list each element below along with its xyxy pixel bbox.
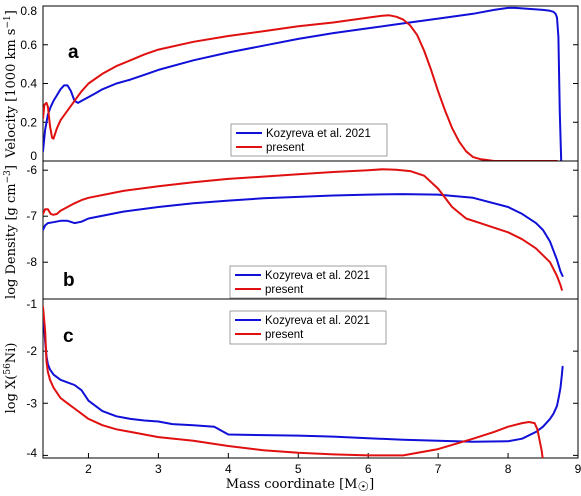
- yticks-c: -4 -3 -2 -1: [26, 297, 578, 460]
- series-present-line: [43, 305, 544, 458]
- xtick-label: 8: [505, 462, 512, 476]
- legend-text-kozyreva-a: Kozyreva et al. 2021: [266, 128, 371, 140]
- ytick-label: 0: [30, 149, 37, 163]
- legend-a: Kozyreva et al. 2021 present: [230, 123, 388, 157]
- xtick-label: 9: [575, 462, 581, 476]
- xtick-label: 6: [365, 462, 372, 476]
- panel-density: -8 -7 -6 b Kozyreva et al. 2021 present lo…: [3, 160, 579, 300]
- xtick-label: 4: [225, 462, 232, 476]
- legend-box-a: [230, 123, 388, 157]
- ytick-label: -2: [26, 344, 37, 358]
- xtick-label: 7: [435, 462, 442, 476]
- sun-symbol: ☉: [358, 480, 370, 495]
- ylabel-c: log X(56Ni): [3, 343, 19, 414]
- ytick-label: -4: [26, 446, 37, 460]
- ytick-label: 0.6: [20, 38, 37, 52]
- xticks-c: 2 3 4 5 6 7 8 9: [85, 453, 581, 476]
- ylabel-c-sup: 56: [3, 363, 13, 375]
- xlabel: Mass coordinate [M☉]: [226, 477, 374, 495]
- ytick-label: 0.4: [20, 77, 37, 91]
- ylabel-b: log Density [g cm−3]: [3, 165, 19, 299]
- series-present-line: [43, 168, 563, 291]
- series-lines-b: [43, 168, 564, 291]
- ylabel-c-main: log X(: [4, 375, 19, 414]
- ytick-label: -8: [26, 255, 37, 269]
- ylabel-a-end: ]: [4, 10, 19, 15]
- ylabel-a: Velocity [1000 km s−1]: [3, 10, 19, 159]
- legend-box-b: [229, 265, 387, 299]
- yticks-a: 0 0.2 0.4 0.6 0.8: [20, 4, 578, 163]
- panel-velocity: 0 0.2 0.4 0.6 0.8 a Kozyreva et al. 2021 pre…: [3, 4, 579, 163]
- series-present-line: [43, 14, 558, 161]
- ytick-label: 0.2: [20, 115, 37, 129]
- ylabel-b-end: ]: [4, 165, 19, 170]
- ytick-label: -1: [26, 297, 37, 311]
- legend-c: Kozyreva et al. 2021 present: [229, 310, 387, 345]
- panel-label-b: b: [63, 270, 75, 291]
- legend-text-present-a: present: [266, 142, 305, 154]
- xlabel-end: ]: [369, 477, 374, 492]
- legend-text-present-c: present: [265, 329, 304, 341]
- xtick-label: 2: [85, 462, 92, 476]
- legend-text-kozyreva-b: Kozyreva et al. 2021: [265, 270, 370, 282]
- xlabel-main: Mass coordinate [M: [226, 477, 358, 492]
- ylabel-c-end: Ni): [4, 343, 19, 364]
- ylabel-a-main: Velocity [1000 km s: [4, 29, 19, 159]
- legend-text-present-b: present: [265, 284, 304, 296]
- series-lines-c: [43, 305, 564, 458]
- ylabel-a-sup: −1: [3, 15, 13, 28]
- ylabel-b-main: log Density [g cm: [4, 183, 19, 299]
- legend-box-c: [229, 310, 387, 345]
- series-kozyreva-line: [43, 193, 564, 277]
- xtick-label: 3: [155, 462, 162, 476]
- series-kozyreva-line: [43, 6, 563, 161]
- ytick-label: -7: [26, 209, 37, 223]
- yticks-b: -8 -7 -6: [26, 163, 578, 269]
- series-lines-a: [43, 6, 563, 161]
- legend-b: Kozyreva et al. 2021 present: [229, 265, 387, 299]
- panel-label-c: c: [63, 326, 74, 347]
- ytick-label: 0.8: [20, 4, 37, 18]
- ylabel-b-sup: −3: [3, 170, 13, 184]
- xtick-label: 5: [295, 462, 302, 476]
- series-kozyreva-line: [43, 308, 564, 443]
- panel-label-a: a: [68, 42, 79, 63]
- ytick-label: -6: [26, 163, 37, 177]
- legend-text-kozyreva-c: Kozyreva et al. 2021: [265, 315, 370, 327]
- ytick-label: -3: [26, 396, 37, 410]
